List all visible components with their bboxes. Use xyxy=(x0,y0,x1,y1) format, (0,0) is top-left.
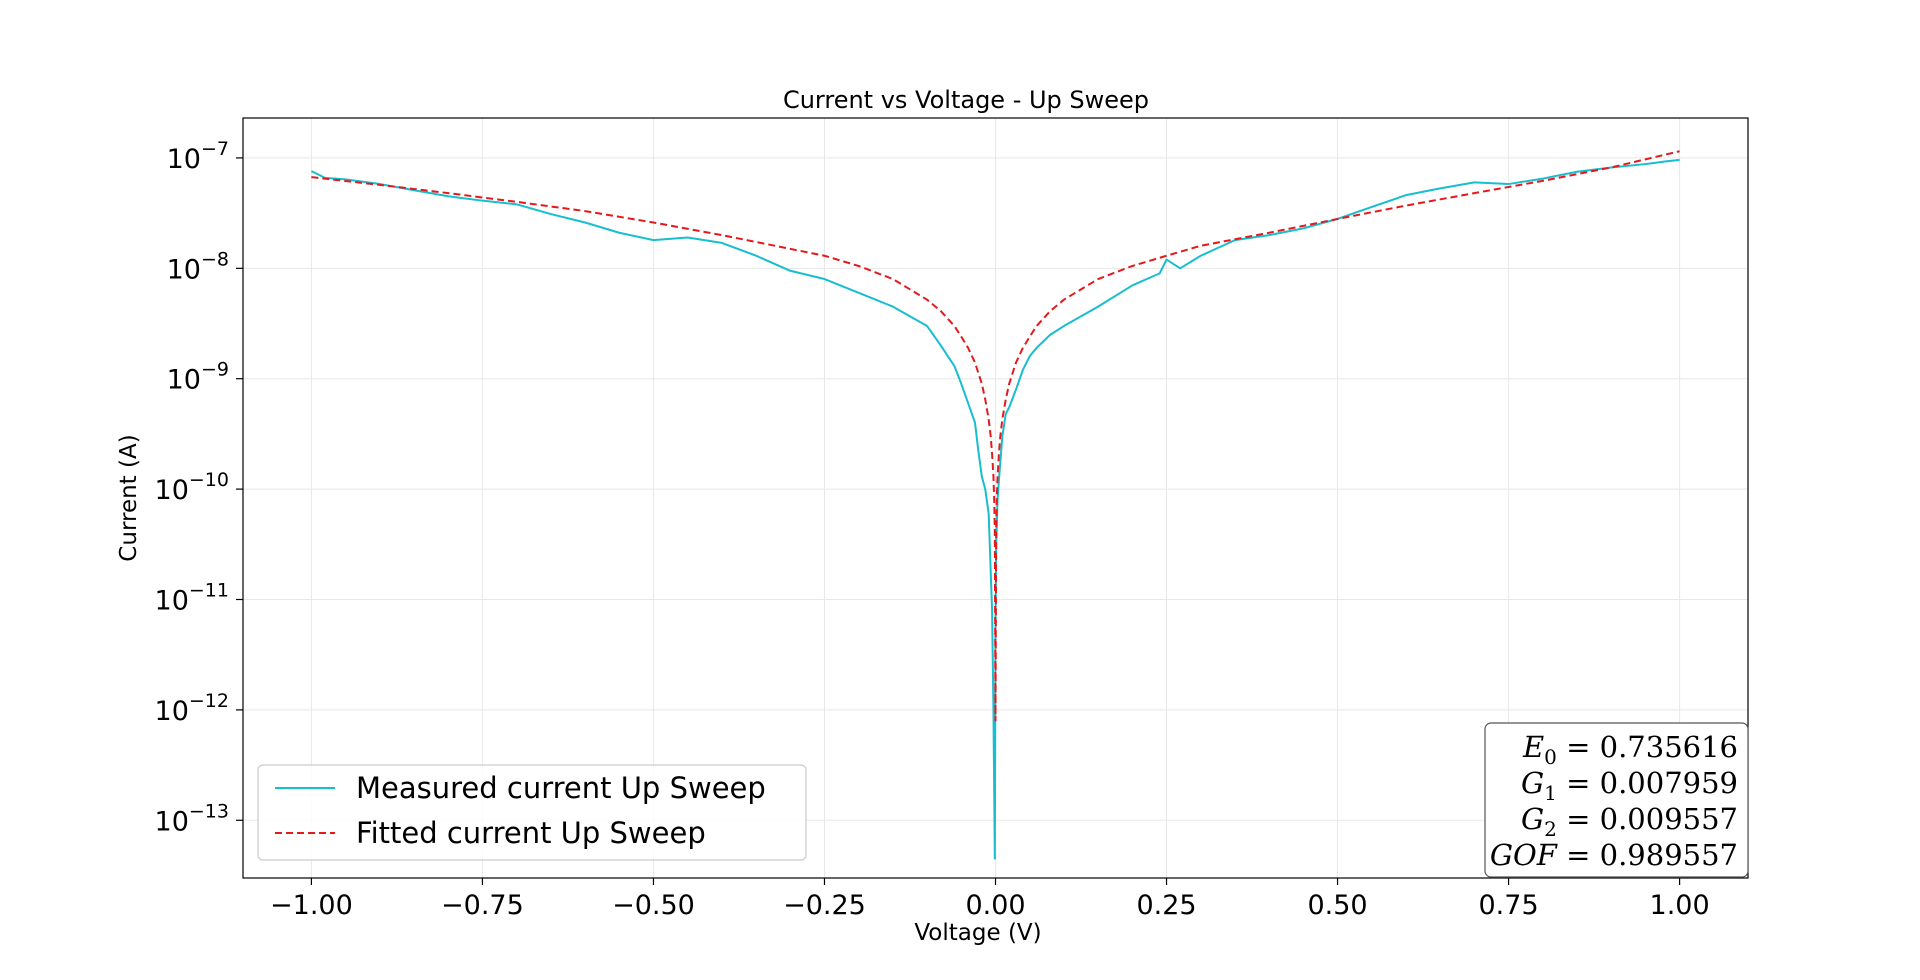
x-tick-label: −1.00 xyxy=(270,890,353,921)
fit-parameter-line: G1 = 0.007959 xyxy=(1521,766,1738,805)
legend-label-fitted: Fitted current Up Sweep xyxy=(356,816,706,850)
y-tick-label: 10−12 xyxy=(155,690,229,727)
legend-label-measured: Measured current Up Sweep xyxy=(356,771,766,805)
y-tick-label: 10−8 xyxy=(167,248,229,285)
y-axis-label: Current (A) xyxy=(116,434,142,561)
x-tick-label: −0.25 xyxy=(783,890,866,921)
fit-parameter-line: GOF = 0.989557 xyxy=(1490,838,1738,872)
fit-parameters-frame xyxy=(1484,722,1749,878)
x-axis-ticks: −1.00 −0.75 −0.50 −0.25 0.00 0.25 0.50 0.75 1.00 xyxy=(270,878,1710,921)
y-axis-ticks: 10−7 10−8 10−9 10−10 10−11 10−12 10−13 xyxy=(155,138,243,837)
fit-parameter-line: E0 = 0.735616 xyxy=(1522,730,1738,769)
x-tick-label: 0.50 xyxy=(1307,890,1367,921)
y-tick-label: 10−11 xyxy=(155,579,229,616)
x-axis-label: Voltage (V) xyxy=(914,920,1041,946)
x-tick-label: −0.50 xyxy=(612,890,695,921)
x-tick-label: 1.00 xyxy=(1650,890,1710,921)
series-layer xyxy=(310,150,1680,860)
y-tick-label: 10−7 xyxy=(167,138,229,175)
y-tick-label: 10−13 xyxy=(155,800,229,837)
y-tick-label: 10−9 xyxy=(167,359,229,396)
fit-parameter-line: G2 = 0.009557 xyxy=(1521,802,1738,841)
x-tick-label: −0.75 xyxy=(441,890,524,921)
y-tick-label: 10−10 xyxy=(155,469,229,506)
legend-box xyxy=(257,764,807,861)
chart-title: Current vs Voltage - Up Sweep xyxy=(783,86,1149,114)
series-line-1 xyxy=(311,150,1680,722)
x-tick-label: 0.25 xyxy=(1136,890,1196,921)
x-tick-label: 0.00 xyxy=(965,890,1025,921)
legend: Measured current Up Sweep Fitted current… xyxy=(257,764,807,861)
x-tick-label: 0.75 xyxy=(1479,890,1539,921)
